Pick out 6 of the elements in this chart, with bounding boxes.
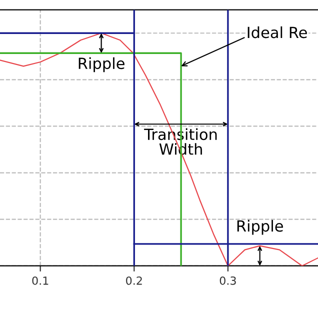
annotation: Ripple [78, 57, 124, 72]
annotation: Ideal Re [248, 26, 307, 38]
x-tick-label: 0.3 [220, 276, 236, 285]
annotation: Ripple [237, 220, 283, 235]
x-tick-label: 0.2 [126, 276, 142, 285]
x-tick-label: 0.1 [32, 276, 48, 285]
